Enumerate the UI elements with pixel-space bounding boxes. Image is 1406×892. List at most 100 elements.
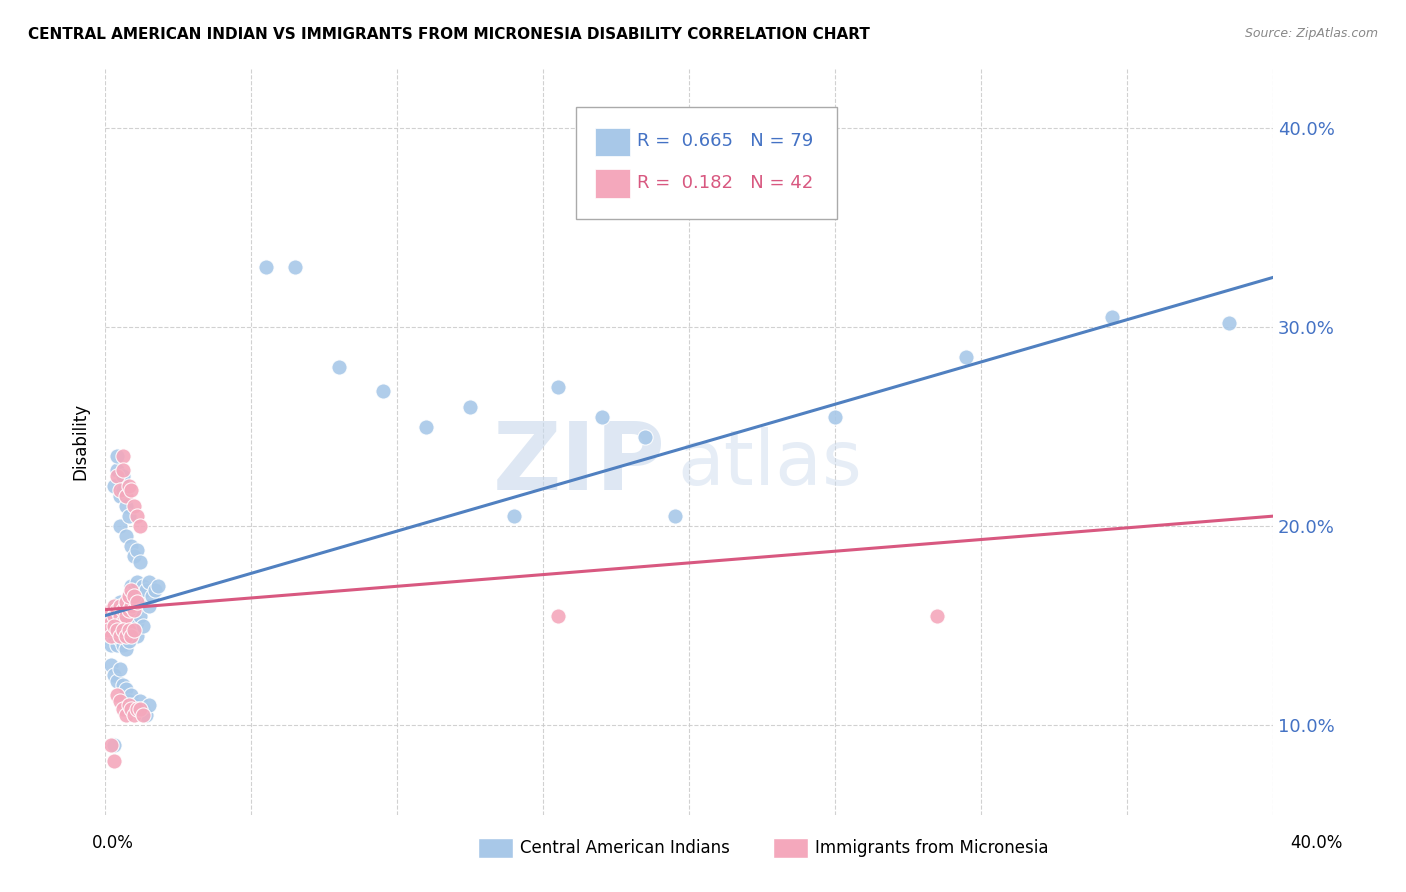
Point — [121, 688, 143, 702]
Point — [111, 483, 134, 498]
Point — [117, 623, 139, 637]
Point — [97, 623, 120, 637]
Point — [100, 608, 122, 623]
Point — [129, 519, 152, 533]
Point — [100, 602, 122, 616]
Point — [103, 668, 125, 682]
Point — [111, 469, 134, 483]
Point — [103, 599, 125, 613]
Point — [111, 702, 134, 716]
Point — [117, 589, 139, 603]
Point — [127, 615, 149, 629]
Point — [132, 702, 155, 716]
Point — [955, 350, 977, 364]
Point — [117, 634, 139, 648]
Point — [129, 702, 152, 716]
Point — [284, 260, 307, 275]
Point — [105, 639, 128, 653]
Point — [114, 595, 136, 609]
Point — [124, 582, 146, 597]
Point — [129, 608, 152, 623]
Point — [100, 658, 122, 673]
Point — [111, 618, 134, 632]
Point — [108, 608, 131, 623]
Point — [105, 602, 128, 616]
Point — [124, 623, 146, 637]
Point — [135, 582, 157, 597]
Point — [105, 602, 128, 616]
Point — [114, 708, 136, 723]
Point — [121, 539, 143, 553]
Point — [111, 678, 134, 692]
Point — [503, 509, 526, 524]
Point — [103, 738, 125, 752]
Point — [111, 450, 134, 464]
Point — [138, 574, 160, 589]
Point — [111, 608, 134, 623]
Point — [927, 608, 949, 623]
Point — [127, 628, 149, 642]
Point — [103, 608, 125, 623]
Text: Source: ZipAtlas.com: Source: ZipAtlas.com — [1244, 27, 1378, 40]
Point — [100, 738, 122, 752]
Point — [127, 595, 149, 609]
Text: Immigrants from Micronesia: Immigrants from Micronesia — [815, 839, 1049, 857]
Text: ZIP: ZIP — [494, 418, 666, 510]
Point — [100, 639, 122, 653]
Point — [111, 615, 134, 629]
Point — [103, 628, 125, 642]
Point — [114, 628, 136, 642]
Point — [124, 499, 146, 513]
Point — [121, 702, 143, 716]
Point — [121, 582, 143, 597]
Point — [547, 380, 569, 394]
Point — [114, 642, 136, 657]
Point — [132, 618, 155, 632]
Point — [100, 615, 122, 629]
Point — [127, 702, 149, 716]
Point — [100, 623, 122, 637]
Point — [108, 519, 131, 533]
Point — [124, 602, 146, 616]
Point — [117, 694, 139, 708]
Point — [328, 359, 350, 374]
Point — [129, 555, 152, 569]
Point — [108, 662, 131, 676]
Point — [117, 608, 139, 623]
Point — [103, 628, 125, 642]
Point — [108, 632, 131, 647]
Text: R =  0.665   N = 79: R = 0.665 N = 79 — [637, 132, 813, 150]
Point — [547, 608, 569, 623]
Point — [103, 479, 125, 493]
Point — [111, 602, 134, 616]
Point — [121, 615, 143, 629]
Point — [129, 589, 152, 603]
Point — [135, 708, 157, 723]
Point — [121, 483, 143, 498]
Point — [127, 543, 149, 558]
Point — [114, 499, 136, 513]
Point — [117, 618, 139, 632]
Point — [124, 549, 146, 563]
Point — [124, 708, 146, 723]
Point — [105, 674, 128, 689]
Point — [114, 628, 136, 642]
Point — [105, 463, 128, 477]
Point — [114, 602, 136, 616]
Text: atlas: atlas — [678, 427, 862, 501]
Point — [121, 628, 143, 642]
Text: Central American Indians: Central American Indians — [520, 839, 730, 857]
Point — [108, 599, 131, 613]
Point — [114, 682, 136, 697]
Point — [824, 409, 846, 424]
Point — [254, 260, 277, 275]
Point — [121, 623, 143, 637]
Point — [105, 688, 128, 702]
Text: 40.0%: 40.0% — [1291, 834, 1343, 852]
Point — [108, 489, 131, 503]
Point — [117, 509, 139, 524]
Point — [108, 595, 131, 609]
Point — [108, 624, 131, 639]
Point — [103, 618, 125, 632]
Point — [138, 698, 160, 713]
